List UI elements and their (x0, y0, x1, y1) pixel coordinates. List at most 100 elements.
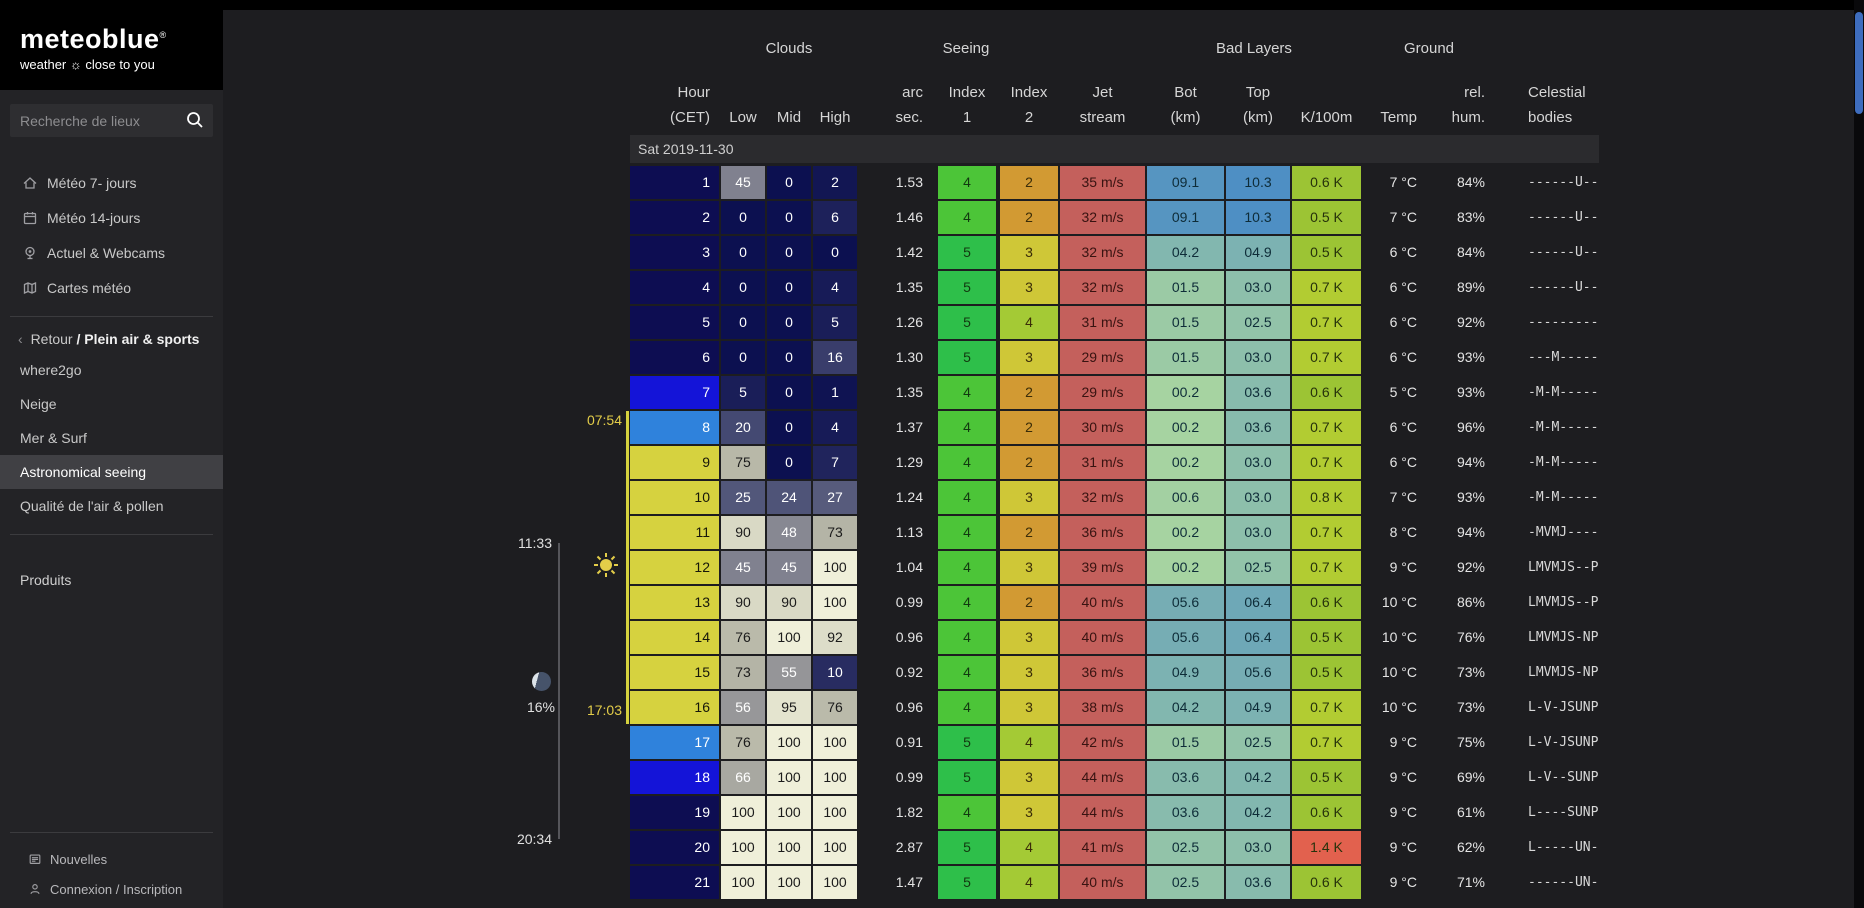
bad-layer-top-cell: 04.9 (1226, 691, 1290, 724)
seeing-index1-cell: 4 (938, 166, 996, 199)
seeing-index2-cell: 3 (1000, 271, 1058, 304)
celestial-bodies-cell: LMVMJS--P (1528, 560, 1599, 575)
bad-layer-top-cell: 04.2 (1226, 796, 1290, 829)
seeing-index1-cell: 4 (938, 446, 996, 479)
breadcrumb-section: / Plein air & sports (76, 331, 200, 347)
cloud-mid-cell: 24 (767, 481, 811, 514)
rel-hum-cell: 75% (1456, 734, 1485, 750)
k100m-cell: 0.6 K (1292, 376, 1361, 409)
cloud-low-cell: 25 (721, 481, 765, 514)
sidebar-item-where2go[interactable]: where2go (20, 362, 82, 378)
sidebar-item-meteo-14-jours[interactable]: Météo 14-jours (0, 200, 223, 235)
logo[interactable]: meteoblue® weather ☼ close to you (0, 10, 223, 90)
scrollbar[interactable] (1854, 0, 1864, 908)
sidebar-item-astronomical-seeing[interactable]: Astronomical seeing (0, 455, 223, 489)
sidebar-item-mer-surf[interactable]: Mer & Surf (20, 430, 87, 446)
cloud-low-cell: 100 (721, 866, 765, 899)
news-icon (28, 852, 42, 866)
celestial-bodies-cell: ------U-- (1528, 280, 1599, 295)
sidebar-item-actuel-webcams[interactable]: Actuel & Webcams (0, 235, 223, 270)
cloud-mid-cell: 0 (767, 201, 811, 234)
bad-layer-top-cell: 10.3 (1226, 166, 1290, 199)
sidebar-item-label: Actuel & Webcams (47, 244, 166, 261)
celestial-bodies-cell: -M-M----- (1528, 385, 1599, 400)
sidebar-item-qualite-air-pollen[interactable]: Qualité de l'air & pollen (20, 498, 164, 514)
daylight-span-line (626, 411, 629, 724)
sidebar-item-meteo-7-jours[interactable]: Météo 7- jours (0, 165, 223, 200)
k100m-cell: 0.7 K (1292, 341, 1361, 374)
k100m-cell: 0.6 K (1292, 796, 1361, 829)
webcam-icon (22, 245, 38, 261)
search-icon[interactable] (185, 110, 205, 130)
cloud-low-cell: 56 (721, 691, 765, 724)
temp-cell: 9 °C (1389, 734, 1417, 750)
divider (10, 832, 213, 833)
search-input[interactable] (10, 104, 213, 137)
hour-cell: 1 (630, 166, 719, 199)
k100m-cell: 0.8 K (1292, 481, 1361, 514)
sidebar-item-connexion-inscription[interactable]: Connexion / Inscription (0, 874, 223, 904)
rel-hum-cell: 93% (1456, 489, 1485, 505)
bad-layer-bot-cell: 00.2 (1147, 551, 1224, 584)
scrollbar-thumb[interactable] (1855, 12, 1863, 114)
sidebar-item-cartes-meteo[interactable]: Cartes météo (0, 270, 223, 305)
celestial-bodies-cell: ------U-- (1528, 175, 1599, 190)
col-header-index1: Index 1 (948, 84, 986, 126)
seeing-index2-cell: 2 (1000, 166, 1058, 199)
arcsec-cell: 1.37 (895, 419, 923, 435)
group-header-seeing: Seeing (942, 40, 990, 57)
bad-layer-top-cell: 03.0 (1226, 481, 1290, 514)
seeing-index2-cell: 3 (1000, 236, 1058, 269)
moonset-time: 20:34 (516, 831, 552, 847)
breadcrumb[interactable]: ‹ Retour / Plein air & sports (0, 328, 223, 353)
bad-layer-bot-cell: 03.6 (1147, 761, 1224, 794)
hour-cell: 5 (630, 306, 719, 339)
cloud-low-cell: 73 (721, 656, 765, 689)
cloud-low-cell: 20 (721, 411, 765, 444)
seeing-index1-cell: 5 (938, 761, 996, 794)
cloud-mid-cell: 100 (767, 621, 811, 654)
cloud-low-cell: 5 (721, 376, 765, 409)
seeing-index1-cell: 5 (938, 831, 996, 864)
brand-tagline: weather ☼ close to you (20, 57, 155, 72)
cloud-mid-cell: 0 (767, 166, 811, 199)
bad-layer-top-cell: 03.6 (1226, 411, 1290, 444)
jet-stream-cell: 32 m/s (1060, 201, 1145, 234)
products-header[interactable]: Produits (20, 572, 72, 588)
moon-span-line (558, 543, 560, 839)
sidebar-item-nouvelles[interactable]: Nouvelles (0, 844, 223, 874)
bad-layer-bot-cell: 05.6 (1147, 586, 1224, 619)
table-header: Clouds Seeing Bad Layers Ground Hour (CET… (630, 10, 1599, 135)
temp-cell: 6 °C (1389, 419, 1417, 435)
bad-layer-top-cell: 06.4 (1226, 621, 1290, 654)
seeing-index2-cell: 4 (1000, 866, 1058, 899)
hour-cell: 20 (630, 831, 719, 864)
cloud-low-cell: 0 (721, 271, 765, 304)
seeing-index1-cell: 4 (938, 586, 996, 619)
arcsec-cell: 1.29 (895, 454, 923, 470)
seeing-index1-cell: 5 (938, 306, 996, 339)
seeing-index2-cell: 4 (1000, 831, 1058, 864)
arcsec-cell: 0.96 (895, 699, 923, 715)
arcsec-cell: 1.24 (895, 489, 923, 505)
cloud-low-cell: 0 (721, 201, 765, 234)
sidebar-item-neige[interactable]: Neige (20, 396, 57, 412)
primary-nav: Météo 7- jours Météo 14-jours Actuel & W… (0, 165, 223, 305)
col-header-celestial: Celestial bodies (1528, 84, 1586, 126)
celestial-bodies-cell: -M-M----- (1528, 420, 1599, 435)
cloud-high-cell: 27 (813, 481, 857, 514)
rel-hum-cell: 92% (1456, 314, 1485, 330)
seeing-index2-cell: 3 (1000, 656, 1058, 689)
breadcrumb-back[interactable]: Retour (30, 331, 73, 347)
arcsec-cell: 1.82 (895, 804, 923, 820)
jet-stream-cell: 39 m/s (1060, 551, 1145, 584)
bad-layer-bot-cell: 00.2 (1147, 446, 1224, 479)
group-header-clouds: Clouds (765, 40, 813, 57)
cloud-high-cell: 16 (813, 341, 857, 374)
seeing-index2-cell: 3 (1000, 621, 1058, 654)
cloud-high-cell: 73 (813, 516, 857, 549)
seeing-index2-cell: 3 (1000, 341, 1058, 374)
top-bar (0, 0, 1864, 10)
group-header-ground: Ground (1403, 40, 1455, 57)
